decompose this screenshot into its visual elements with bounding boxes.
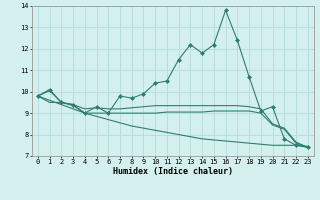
X-axis label: Humidex (Indice chaleur): Humidex (Indice chaleur) [113,167,233,176]
